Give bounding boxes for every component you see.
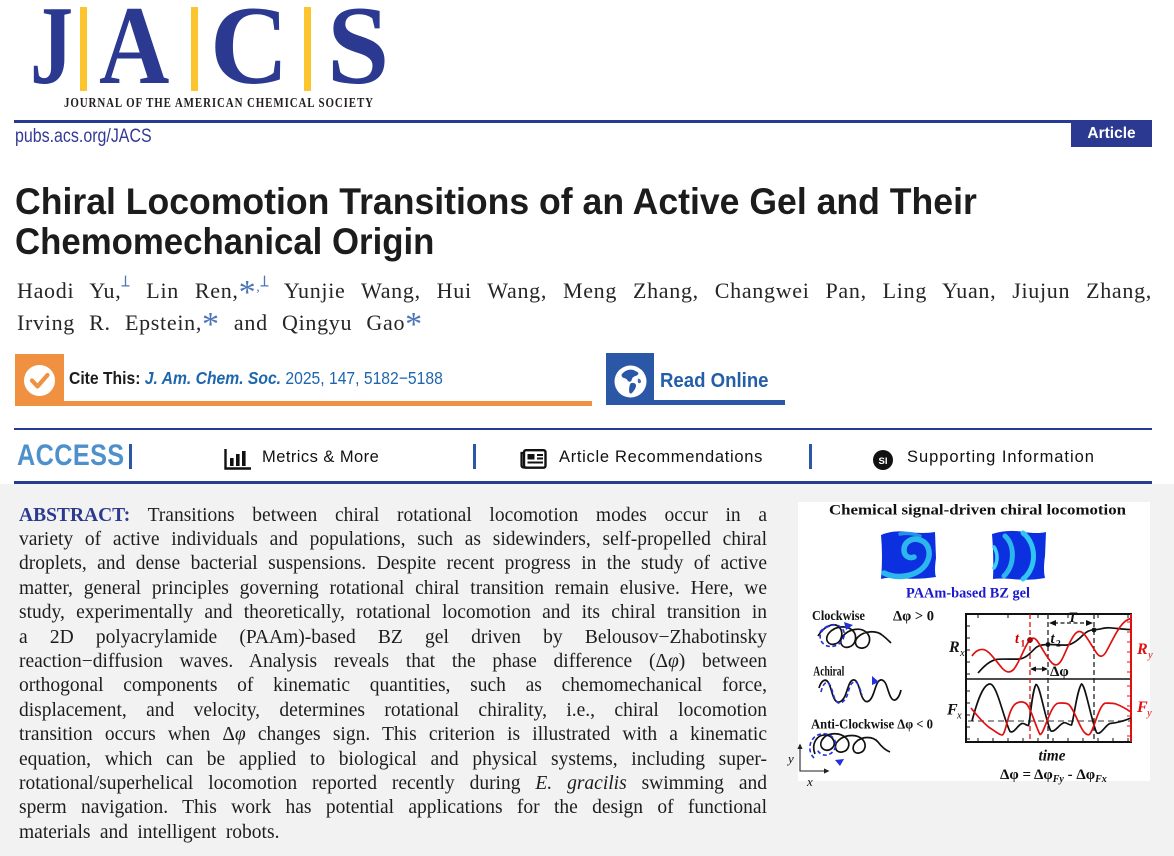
svg-text:T: T <box>1068 610 1078 626</box>
svg-text:Δφ > 0: Δφ > 0 <box>893 609 934 625</box>
svg-text:x: x <box>956 711 962 722</box>
svg-text:R: R <box>1136 641 1148 658</box>
svg-text:x: x <box>806 774 813 789</box>
svg-text:y: y <box>1147 650 1153 661</box>
svg-text:Δφ: Δφ <box>1050 664 1069 680</box>
svg-text:Δφ = ΔφFy - ΔφFx: Δφ = ΔφFy - ΔφFx <box>1000 767 1107 785</box>
svg-text:y: y <box>1146 708 1152 719</box>
svg-text:SI: SI <box>879 456 888 467</box>
svg-text:Clockwise: Clockwise <box>812 608 865 623</box>
svg-text:PAAm-based BZ gel: PAAm-based BZ gel <box>906 585 1030 602</box>
svg-text:time: time <box>1039 748 1066 765</box>
svg-text:Chemical signal-driven chiral: Chemical signal-driven chiral locomotion <box>829 502 1127 519</box>
svg-text:t: t <box>1015 631 1020 647</box>
svg-text:2: 2 <box>1056 640 1061 650</box>
svg-text:R: R <box>948 639 960 656</box>
svg-text:y: y <box>786 751 794 766</box>
svg-text:t: t <box>1051 631 1056 647</box>
svg-text:F: F <box>946 702 958 719</box>
svg-text:F: F <box>1136 699 1148 716</box>
svg-text:Achiral: Achiral <box>813 664 844 679</box>
svg-text:1: 1 <box>1021 640 1026 650</box>
svg-text:x: x <box>959 648 965 659</box>
svg-text:Anti-Clockwise Δφ < 0: Anti-Clockwise Δφ < 0 <box>811 717 933 732</box>
